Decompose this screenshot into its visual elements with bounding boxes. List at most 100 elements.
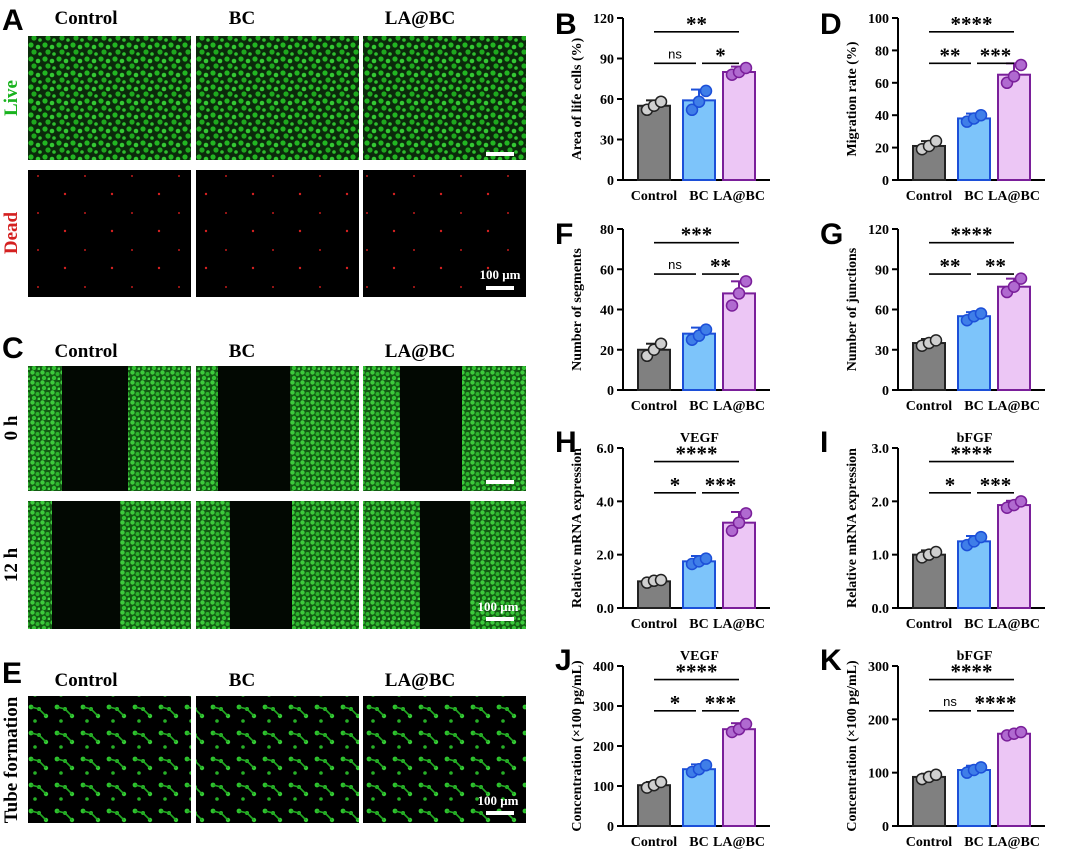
- panel-letter-D: D: [820, 8, 842, 41]
- scratch-migration-panel: C Control BC LA@BC 0 h 12 h 100 μm: [1, 332, 526, 629]
- x-tick-label: BC: [964, 835, 983, 850]
- y-tick-label: 40: [600, 304, 614, 319]
- live-cell-image: [196, 36, 359, 160]
- scale-bar: [486, 480, 514, 484]
- data-point: [1007, 70, 1021, 83]
- y-tick-label: 120: [593, 12, 614, 27]
- data-point: [1014, 58, 1028, 72]
- column-label: LA@BC: [385, 670, 455, 691]
- y-tick-label: 40: [875, 109, 889, 124]
- bar-chart-H: H 0.0 2.0 4.0 6.0 Relative mRNA expression VEG…: [555, 426, 770, 632]
- x-tick-label: LA@BC: [988, 189, 1040, 204]
- panel-letter-I: I: [820, 426, 828, 459]
- x-tick-label: Control: [631, 835, 678, 850]
- column-label: Control: [55, 341, 118, 362]
- x-tick-label: BC: [689, 617, 708, 632]
- x-tick-label: BC: [689, 399, 708, 414]
- y-tick-label: 300: [593, 700, 614, 715]
- scale-bar: [486, 811, 514, 815]
- x-tick-label: LA@BC: [988, 399, 1040, 414]
- y-axis-label: Concentration (×100 pg/mL): [570, 660, 585, 832]
- y-tick-label: 100: [868, 767, 889, 782]
- significance-label: ***: [681, 223, 713, 247]
- bar: [957, 117, 991, 182]
- column-label: Control: [55, 8, 118, 29]
- bar: [957, 540, 991, 609]
- x-tick-label: Control: [631, 617, 678, 632]
- data-point: [699, 84, 713, 98]
- x-tick-label: Control: [906, 617, 953, 632]
- scratch-gap: [230, 501, 292, 629]
- scale-label: 100 μm: [478, 793, 519, 808]
- tube-formation-image: [196, 696, 359, 823]
- column-label: Control: [55, 670, 118, 691]
- bar-chart-B: B 0 30 60 90 120 Area of life cells (%) Control…: [555, 8, 770, 204]
- x-tick-label: Control: [906, 189, 953, 204]
- x-tick-label: LA@BC: [713, 189, 765, 204]
- y-tick-label: 0: [882, 820, 889, 835]
- tube-formation-panel: E Control BC LA@BC Tube formation 100 μm: [1, 657, 526, 823]
- data-point: [1014, 495, 1028, 508]
- y-tick-label: 80: [875, 44, 889, 59]
- bar: [722, 728, 756, 828]
- y-axis-label: Concentration (×100 pg/mL): [845, 660, 860, 832]
- column-label: LA@BC: [385, 341, 455, 362]
- column-label: BC: [229, 341, 255, 362]
- y-tick-label: 120: [868, 223, 889, 238]
- data-point: [685, 103, 699, 117]
- scale-label: 100 μm: [478, 599, 519, 614]
- data-point: [1007, 280, 1021, 293]
- bar: [912, 775, 946, 828]
- y-tick-label: 20: [600, 344, 614, 359]
- y-tick-label: 60: [875, 77, 889, 92]
- bar: [637, 104, 671, 181]
- significance-label: ***: [980, 43, 1012, 67]
- significance-label: ***: [705, 473, 737, 497]
- x-tick-label: BC: [689, 835, 708, 850]
- x-tick-label: LA@BC: [713, 399, 765, 414]
- y-axis-label: Migration rate (%): [845, 41, 860, 156]
- panel-letter-C: C: [2, 332, 24, 365]
- bar-chart-J: J 0 100 200 300 400 Concentration (×100 pg/mL)…: [555, 644, 770, 850]
- y-tick-label: 60: [875, 304, 889, 319]
- data-point: [654, 337, 668, 350]
- significance-label: *: [945, 473, 956, 497]
- scale-label: 100 μm: [480, 267, 521, 282]
- data-point: [725, 299, 739, 312]
- y-tick-label: 2.0: [872, 495, 890, 510]
- dead-cell-image: [196, 170, 359, 297]
- panel-letter-H: H: [555, 426, 577, 459]
- significance-label: **: [710, 254, 731, 278]
- panel-letter-G: G: [820, 218, 843, 251]
- data-point: [929, 768, 943, 782]
- dead-cell-image: [363, 170, 526, 297]
- data-point: [739, 717, 753, 731]
- y-axis-label: Area of life cells (%): [570, 37, 585, 160]
- data-point: [929, 545, 943, 559]
- chart-title: VEGF: [680, 431, 719, 446]
- y-tick-label: 400: [593, 660, 614, 675]
- significance-label: ****: [676, 442, 718, 466]
- x-tick-label: Control: [631, 189, 678, 204]
- tube-formation-image: [28, 696, 191, 823]
- y-tick-label: 100: [868, 12, 889, 27]
- y-tick-label: 80: [600, 223, 614, 238]
- panel-letter-K: K: [820, 644, 842, 677]
- y-axis-label: Relative mRNA expression: [570, 448, 585, 608]
- significance-label: ****: [975, 691, 1017, 715]
- panel-letter-E: E: [2, 657, 22, 690]
- x-tick-label: BC: [964, 399, 983, 414]
- scale-bar: [486, 617, 514, 621]
- column-label: LA@BC: [385, 8, 455, 29]
- x-tick-label: BC: [964, 617, 983, 632]
- scratch-gap: [400, 366, 462, 491]
- significance-label: ns: [943, 694, 957, 709]
- significance-label: ****: [676, 660, 718, 684]
- significance-label: ****: [951, 12, 993, 36]
- bar-chart-K: K 0 100 200 300 Concentration (×100 pg/mL) bFG…: [820, 644, 1045, 850]
- scratch-gap: [62, 366, 128, 491]
- y-tick-label: 100: [593, 780, 614, 795]
- tube-formation-image: [363, 696, 526, 823]
- x-tick-label: LA@BC: [988, 835, 1040, 850]
